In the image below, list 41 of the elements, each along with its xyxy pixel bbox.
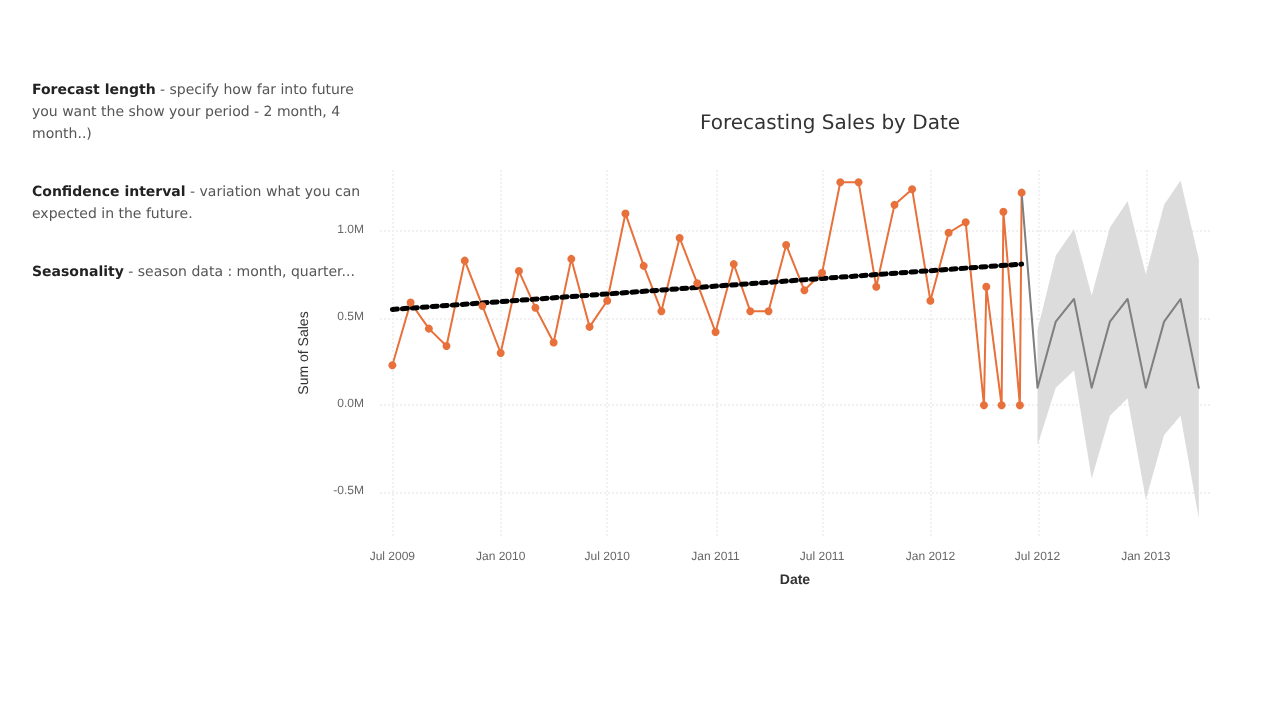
- point: [1015, 401, 1024, 410]
- point: [675, 233, 684, 242]
- point: [926, 296, 935, 305]
- point: [944, 228, 953, 237]
- point: [514, 267, 523, 276]
- point: [999, 207, 1008, 216]
- point: [478, 301, 487, 310]
- point: [388, 361, 397, 370]
- point: [836, 178, 845, 187]
- point: [854, 178, 863, 187]
- line-series: [1020, 191, 1200, 389]
- point: [982, 282, 991, 291]
- point: [406, 298, 415, 307]
- point: [639, 261, 648, 270]
- point: [693, 279, 702, 288]
- point: [997, 401, 1006, 410]
- point: [442, 342, 451, 351]
- point: [657, 307, 666, 316]
- point: [621, 209, 630, 218]
- point: [603, 296, 612, 305]
- point: [908, 185, 917, 194]
- point: [782, 240, 791, 249]
- point: [1017, 188, 1026, 197]
- point: [549, 338, 558, 347]
- point: [729, 260, 738, 269]
- point: [800, 286, 809, 295]
- point: [979, 401, 988, 410]
- point: [496, 349, 505, 357]
- chart-title: Forecasting Sales by Date: [699, 113, 961, 135]
- point: [746, 307, 755, 316]
- point: [460, 256, 469, 265]
- point: [818, 268, 827, 277]
- point: [567, 254, 576, 263]
- point: [764, 307, 773, 316]
- point: [424, 324, 433, 333]
- point: [585, 322, 594, 331]
- point: [711, 328, 720, 337]
- point: [531, 303, 540, 312]
- point: [961, 218, 970, 227]
- point: [890, 200, 899, 209]
- point: [872, 282, 881, 291]
